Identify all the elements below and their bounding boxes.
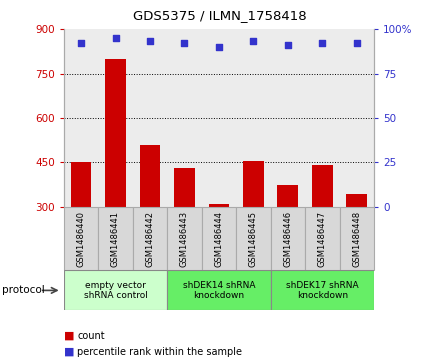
Bar	[139, 144, 160, 207]
Bar	[167, 29, 202, 207]
Bar	[105, 59, 126, 207]
Bar	[305, 29, 340, 207]
Text: ■: ■	[64, 331, 74, 341]
Text: percentile rank within the sample: percentile rank within the sample	[77, 347, 242, 357]
Text: GSM1486441: GSM1486441	[111, 211, 120, 267]
Point	[77, 40, 84, 46]
Point	[181, 40, 188, 46]
Bar	[236, 29, 271, 207]
Bar	[346, 193, 367, 207]
Bar	[133, 29, 167, 207]
Bar	[133, 207, 167, 270]
Text: GSM1486440: GSM1486440	[77, 211, 85, 267]
Bar	[64, 270, 167, 310]
Text: shDEK17 shRNA
knockdown: shDEK17 shRNA knockdown	[286, 281, 359, 300]
Bar	[305, 207, 340, 270]
Text: GSM1486447: GSM1486447	[318, 211, 327, 267]
Point	[250, 38, 257, 44]
Bar	[64, 207, 98, 270]
Bar	[278, 185, 298, 207]
Text: shDEK14 shRNA
knockdown: shDEK14 shRNA knockdown	[183, 281, 255, 300]
Bar	[64, 29, 98, 207]
Bar	[167, 207, 202, 270]
Text: GSM1486448: GSM1486448	[352, 211, 361, 267]
Bar	[312, 166, 333, 207]
Bar	[271, 29, 305, 207]
Text: protocol: protocol	[2, 285, 45, 295]
Text: GSM1486446: GSM1486446	[283, 211, 292, 267]
Bar	[271, 207, 305, 270]
Bar	[202, 207, 236, 270]
Text: GSM1486444: GSM1486444	[214, 211, 224, 267]
Point	[112, 35, 119, 41]
Bar	[167, 270, 271, 310]
Bar	[174, 168, 195, 207]
Point	[319, 40, 326, 46]
Bar	[340, 207, 374, 270]
Bar	[71, 163, 92, 207]
Bar	[271, 270, 374, 310]
Point	[147, 38, 154, 44]
Text: ■: ■	[64, 347, 74, 357]
Bar	[209, 204, 229, 207]
Text: GSM1486443: GSM1486443	[180, 211, 189, 267]
Point	[353, 40, 360, 46]
Bar	[98, 207, 133, 270]
Bar	[243, 161, 264, 207]
Text: GSM1486445: GSM1486445	[249, 211, 258, 267]
Text: count: count	[77, 331, 105, 341]
Bar	[202, 29, 236, 207]
Text: empty vector
shRNA control: empty vector shRNA control	[84, 281, 147, 300]
Point	[284, 42, 291, 48]
Bar	[98, 29, 133, 207]
Bar	[340, 29, 374, 207]
Text: GSM1486442: GSM1486442	[146, 211, 154, 267]
Point	[216, 44, 223, 50]
Text: GDS5375 / ILMN_1758418: GDS5375 / ILMN_1758418	[133, 9, 307, 22]
Bar	[236, 207, 271, 270]
